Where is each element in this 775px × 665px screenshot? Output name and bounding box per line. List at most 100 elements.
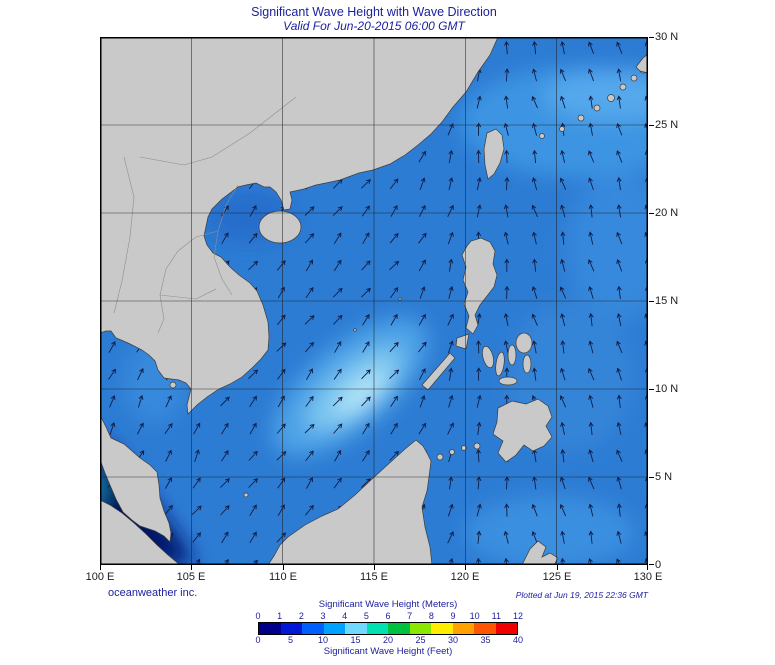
ryukyu-island [559, 126, 565, 132]
feet-tick: 10 [317, 635, 329, 645]
axis-tick [647, 565, 648, 570]
lat-label: 10 N [655, 383, 679, 395]
taiwan [483, 128, 505, 180]
lat-label: 30 N [655, 31, 679, 43]
feet-tick: 15 [350, 635, 361, 645]
natuna [243, 492, 249, 498]
axis-tick [374, 565, 375, 570]
lat-label: 25 N [655, 119, 679, 131]
feet-ticks: 0 5 10 15 20 25 30 35 40 [255, 635, 523, 646]
luzon [461, 237, 498, 335]
reef-speck [398, 297, 402, 301]
lon-label: 105 E [176, 571, 206, 583]
lat-label: 15 N [655, 295, 679, 307]
colorbar-segment [388, 623, 410, 634]
lon-label: 115 E [360, 571, 388, 583]
chart-title: Significant Wave Height with Wave Direct… [251, 5, 497, 19]
axis-tick [649, 37, 654, 38]
colorbar-segment [302, 623, 324, 634]
meters-tick: 1 [277, 611, 283, 621]
sulu-island [436, 453, 444, 461]
panay [482, 345, 494, 369]
lon-label: 100 E [85, 571, 115, 583]
ryukyu-island [607, 94, 615, 102]
meters-ticks: 0 1 2 3 4 5 6 7 8 9 10 11 12 [255, 611, 523, 622]
meters-tick: 7 [407, 611, 413, 621]
sulu-island [473, 442, 481, 450]
axis-tick [649, 477, 654, 478]
axis-tick [100, 565, 101, 570]
map-area [99, 36, 700, 572]
colorbar-segment [474, 623, 496, 634]
lon-label: 130 E [633, 571, 663, 583]
meters-tick: 2 [298, 611, 304, 621]
feet-tick: 30 [447, 635, 459, 645]
feet-tick: 0 [255, 635, 261, 645]
cebu [507, 344, 517, 366]
sulawesi [521, 540, 559, 566]
colorbar-segment [259, 623, 281, 634]
borneo [267, 439, 433, 566]
axis-tick [649, 564, 654, 565]
samar [515, 332, 533, 354]
hainan [258, 210, 302, 244]
chart-subtitle: Valid For Jun-20-2015 06:00 GMT [283, 19, 465, 33]
meters-tick: 5 [363, 611, 369, 621]
axis-tick [649, 213, 654, 214]
colorbar-legend: Significant Wave Height (Meters) 0 1 2 3… [255, 599, 523, 658]
mainland-asia [99, 36, 499, 415]
colorbar-segment [280, 623, 302, 634]
colorbar [258, 622, 518, 635]
graticule [100, 37, 648, 565]
meters-tick: 9 [450, 611, 456, 621]
colorbar-segment [345, 623, 367, 634]
ryukyu-island [630, 74, 638, 82]
malay-peninsula [99, 414, 172, 543]
axis-tick [283, 565, 284, 570]
colorbar-segment [366, 623, 388, 634]
wave-map [99, 36, 700, 572]
axis-tick [649, 389, 654, 390]
phu-quoc [169, 381, 177, 389]
sulu-island [449, 449, 455, 455]
feet-tick: 5 [287, 635, 294, 645]
colorbar-segment [323, 623, 345, 634]
ryukyu-island [577, 114, 585, 122]
axis-tick [465, 565, 466, 570]
meters-tick: 6 [385, 611, 391, 621]
lat-label: 0 [655, 559, 662, 571]
negros [495, 351, 505, 377]
lon-label: 125 E [542, 571, 572, 583]
colorbar-segment [452, 623, 474, 634]
meters-tick: 8 [428, 611, 434, 621]
meters-tick: 10 [469, 611, 480, 621]
axis-tick [557, 565, 558, 570]
ryukyu-island [539, 133, 545, 139]
axis-tick [649, 125, 654, 126]
meters-tick: 4 [342, 611, 348, 621]
meters-tick: 3 [320, 611, 326, 621]
sulu-island [461, 445, 467, 451]
country-borders [113, 96, 297, 334]
colorbar-segment [409, 623, 431, 634]
lat-label: 20 N [655, 207, 679, 219]
meters-tick: 0 [255, 611, 261, 621]
meters-label: Significant Wave Height (Meters) [318, 599, 458, 610]
feet-label: Significant Wave Height (Feet) [323, 646, 453, 657]
palawan [421, 352, 456, 391]
ryukyu-island [619, 83, 627, 91]
plotted-timestamp: Plotted at Jun 19, 2015 22:36 GMT [515, 590, 648, 600]
axis-tick [191, 565, 192, 570]
land-layer [99, 36, 649, 566]
feet-tick: 25 [415, 635, 426, 645]
lon-label: 110 E [269, 571, 297, 583]
colorbar-segment [431, 623, 453, 634]
feet-tick: 20 [382, 635, 394, 645]
mindanao [492, 398, 553, 463]
feet-tick: 35 [480, 635, 491, 645]
credit-text: oceanweather inc. [108, 587, 198, 599]
meters-tick: 12 [512, 611, 524, 621]
leyte [522, 354, 532, 374]
lon-label: 120 E [450, 571, 480, 583]
